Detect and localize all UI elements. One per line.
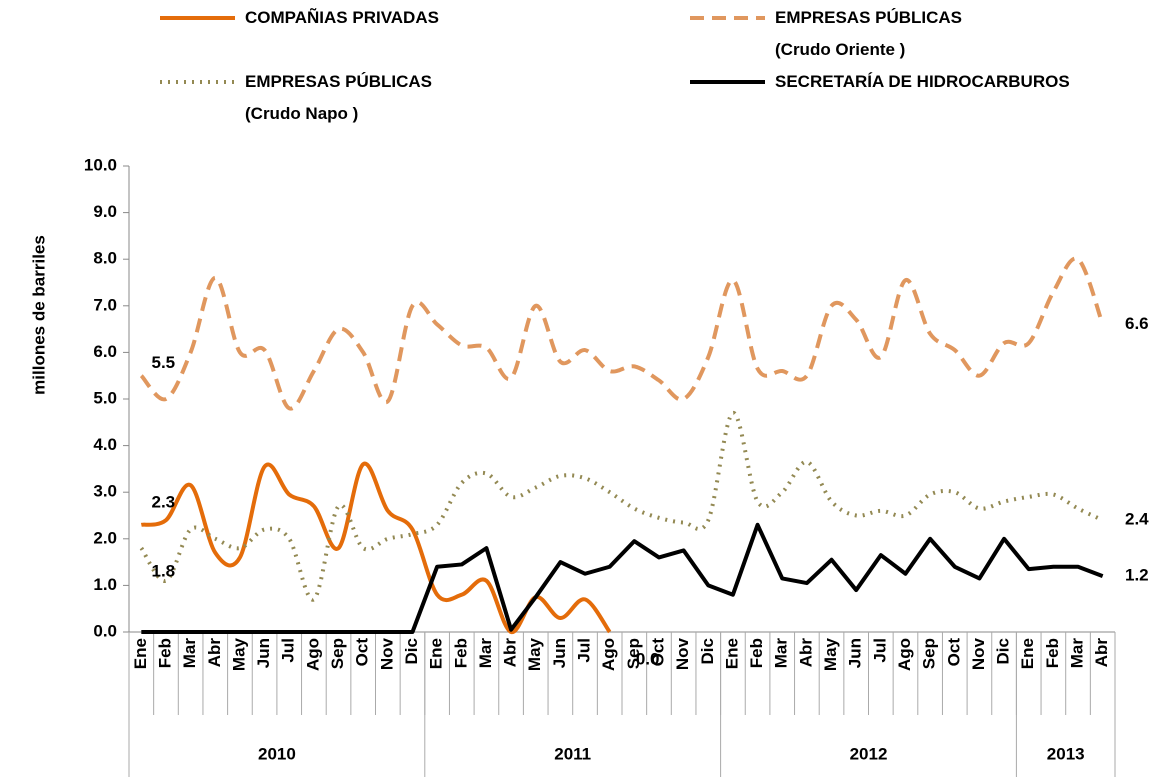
legend-label: EMPRESAS PÚBLICAS (Crudo Napo ) [245,72,433,123]
x-tick-label: Oct [944,638,963,667]
y-tick-label: 0.0 [93,621,117,640]
x-tick-label: Abr [205,638,224,668]
data-label: 2.3 [152,492,176,511]
group-label: 2010 [258,744,296,763]
y-tick-label: 8.0 [93,249,117,268]
x-tick-label: Jul [870,638,889,663]
y-tick-label: 10.0 [84,155,117,174]
x-tick-label: Dic [698,638,717,664]
x-tick-label: Oct [648,638,667,667]
data-label: 2.4 [1125,510,1149,529]
x-tick-label: Abr [501,638,520,668]
x-tick-label: Sep [920,638,939,669]
x-tick-label: Ene [131,638,150,669]
x-tick-label: Nov [377,637,396,670]
series-line [139,410,1104,602]
data-label: 6.6 [1125,314,1149,333]
y-tick-label: 5.0 [93,388,117,407]
data-label: 1.8 [152,562,176,581]
x-tick-label: Ago [303,638,322,671]
x-tick-label: Ago [895,638,914,671]
legend-label: COMPAÑIAS PRIVADAS [245,8,439,27]
y-axis-label: millones de barriles [29,235,48,395]
series-line [141,522,1104,634]
x-tick-label: Abr [1092,638,1111,668]
x-tick-label: Jul [279,638,298,663]
x-tick-label: Dic [994,638,1013,664]
x-tick-label: May [821,637,840,671]
x-tick-label: Ene [427,638,446,669]
x-tick-label: May [229,637,248,671]
x-tick-label: Jun [846,638,865,668]
data-label: 1.2 [1125,566,1149,585]
x-tick-label: Ago [599,638,618,671]
x-tick-label: Feb [1043,638,1062,668]
group-label: 2012 [850,744,888,763]
x-tick-label: Jul [575,638,594,663]
group-label: 2013 [1047,744,1085,763]
x-tick-label: Nov [969,637,988,670]
x-tick-label: Jun [550,638,569,668]
x-tick-label: Feb [451,638,470,668]
y-tick-label: 7.0 [93,295,117,314]
x-tick-label: Sep [328,638,347,669]
x-tick-label: Ene [722,638,741,669]
y-tick-label: 1.0 [93,575,117,594]
legend-label: EMPRESAS PÚBLICAS (Crudo Oriente ) [775,8,963,59]
x-tick-label: Feb [747,638,766,668]
data-label: 0.0 [636,649,660,668]
group-label: 2011 [554,744,591,763]
x-tick-label: Jun [254,638,273,668]
x-tick-label: Feb [155,638,174,668]
series-line [140,461,612,634]
x-tick-label: Mar [180,638,199,669]
y-tick-label: 4.0 [93,435,117,454]
x-tick-label: Sep [624,638,643,669]
y-tick-label: 9.0 [93,202,117,221]
x-tick-label: Mar [772,638,791,669]
y-tick-label: 2.0 [93,528,117,547]
x-tick-label: May [525,637,544,671]
x-tick-label: Oct [353,638,372,667]
x-tick-label: Ene [1018,638,1037,669]
x-tick-label: Mar [476,638,495,669]
x-tick-label: Nov [673,637,692,670]
legend-label: SECRETARÍA DE HIDROCARBUROS [775,72,1070,91]
x-tick-label: Dic [402,638,421,664]
series-line [139,256,1105,411]
x-tick-label: Abr [796,638,815,668]
x-tick-label: Mar [1068,638,1087,669]
y-tick-label: 6.0 [93,342,117,361]
data-label: 5.5 [152,353,176,372]
y-tick-label: 3.0 [93,482,117,501]
